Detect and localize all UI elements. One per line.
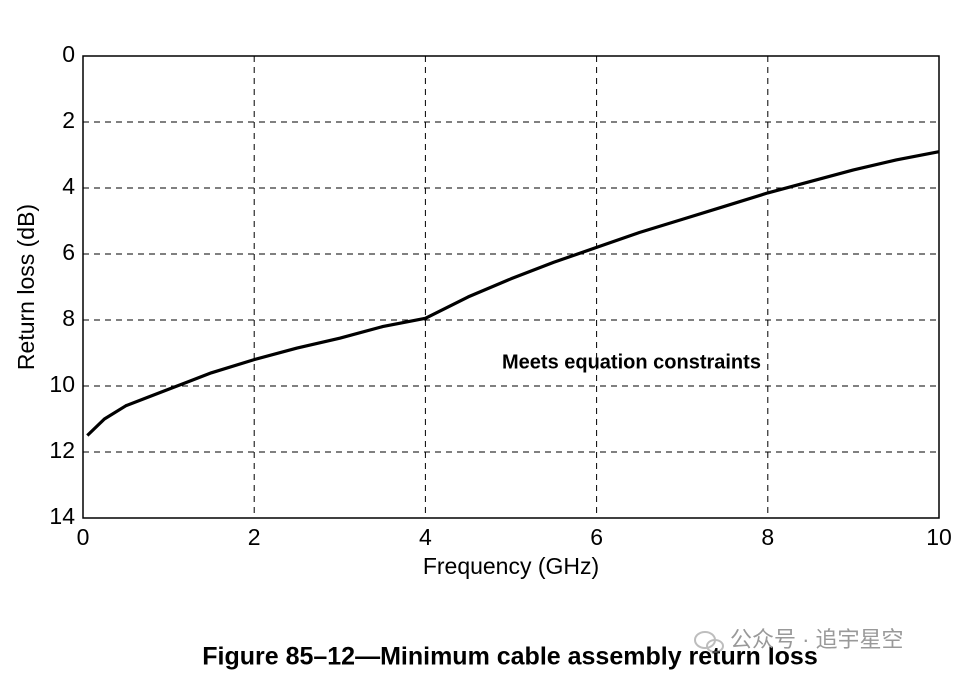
- line-series: [86, 150, 940, 437]
- x-tick-label: 8: [761, 524, 774, 550]
- y-tick-label: 8: [62, 305, 75, 331]
- y-tick-label: 0: [62, 41, 75, 67]
- y-tick-label: 2: [62, 107, 75, 133]
- x-tick-label: 4: [419, 524, 432, 550]
- y-tick-label: 14: [49, 503, 75, 529]
- x-tick-label: 2: [248, 524, 261, 550]
- figure-caption: Figure 85–12—Minimum cable assembly retu…: [202, 643, 818, 671]
- x-tick-label: 6: [590, 524, 603, 550]
- y-tick-label: 4: [62, 173, 75, 199]
- watermark-icon: [694, 631, 724, 653]
- y-tick-label: 10: [49, 371, 75, 397]
- x-tick-label: 0: [77, 524, 90, 550]
- y-tick-label: 12: [49, 437, 75, 463]
- annotation: Meets equation constraints: [502, 351, 761, 373]
- plot-frame: [82, 55, 940, 519]
- x-axis-label: Frequency (GHz): [423, 553, 599, 579]
- watermark: 公众号 · 追宇星空: [730, 627, 904, 652]
- y-tick-label: 6: [62, 239, 75, 265]
- x-tick-label: 10: [926, 524, 952, 550]
- y-axis-label: Return loss (dB): [13, 204, 39, 370]
